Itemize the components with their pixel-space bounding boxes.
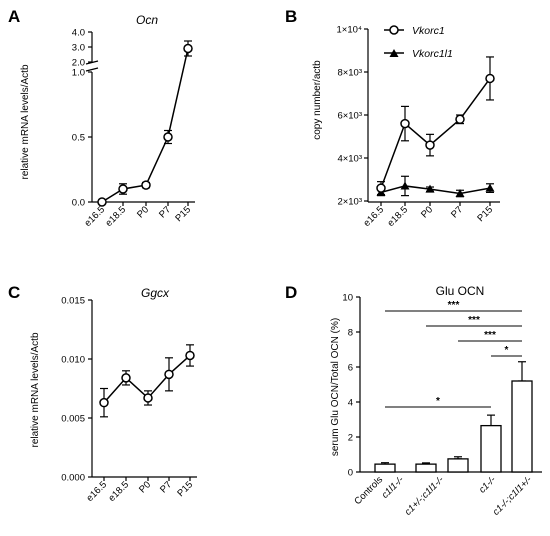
panel-b-ytick-label-1: 4×10³ xyxy=(337,154,362,165)
panel-c-xtick-label-3: P7 xyxy=(158,479,174,495)
panel-c-point-4 xyxy=(185,350,195,361)
panel-d-xtick-label-1: c1l1-/- xyxy=(380,474,406,500)
panel-d-ytick-label-0: 0 xyxy=(348,468,353,479)
panel-d-ytick-label-4: 8 xyxy=(348,328,353,339)
panel-b-vkorc1l1-point-4 xyxy=(485,183,495,192)
panel-d-chart: Glu OCN serum Glu OCN/Total OCN (%) 0 2 4 6… xyxy=(330,284,542,518)
panel-c-chart: Ggcx relative mRNA levels/Actb 0.000 0.00… xyxy=(30,286,197,504)
panel-a-ytick-label-lower-1: 0.5 xyxy=(72,133,85,144)
panel-a-ytick-label-lower-2: 1.0 xyxy=(72,68,85,79)
panel-a-xtick-label-0: e16.5 xyxy=(83,204,108,229)
panel-a-point-1 xyxy=(118,184,128,194)
legend-label-vkorc1l1: Vkorc1l1 xyxy=(412,48,453,60)
panel-a-ytick-label-upper-0: 2.0 xyxy=(72,58,85,69)
panel-c-title: Ggcx xyxy=(141,286,170,300)
panel-a-chart: Ocn relative mRNA levels/Actb 0.0 0.5 1.02… xyxy=(20,13,195,229)
panel-b-series-vkorc1l1-line xyxy=(380,185,491,195)
panel-letter-a: A xyxy=(8,7,20,26)
panel-c-point-0 xyxy=(99,397,109,408)
panel-a-xtick-label-1: e18.5 xyxy=(104,204,129,229)
panel-d-ylabel: serum Glu OCN/Total OCN (%) xyxy=(330,318,341,456)
panel-b-vkorc1-point-3 xyxy=(455,114,465,125)
panel-a-ytick-label-upper-1: 3.0 xyxy=(72,43,85,54)
panel-a-series-line xyxy=(101,48,189,203)
panel-d-sig-label-0: *** xyxy=(448,300,460,311)
panel-a-ylabel: relative mRNA levels/Actb xyxy=(20,64,31,179)
panel-b-xtick-label-4: P15 xyxy=(475,204,495,224)
panel-b-ytick-label-3: 8×10³ xyxy=(337,68,362,79)
panel-b-vkorc1-point-2 xyxy=(425,140,435,150)
panel-a-point-0 xyxy=(97,197,107,207)
panel-c-ytick-label-0: 0.000 xyxy=(61,473,85,484)
panel-b-vkorc1l1-point-1 xyxy=(400,181,410,190)
panel-b-chart: copy number/actb 2×10³ 4×10³ 6×10³ 8×10³ 1×1… xyxy=(312,25,500,229)
panel-d-ytick-label-3: 6 xyxy=(348,363,353,374)
panel-b-vkorc1l1-point-2 xyxy=(425,184,435,193)
panel-c-xtick-label-2: P0 xyxy=(137,479,153,495)
panel-d-title: Glu OCN xyxy=(436,284,485,298)
panel-d-xtick-label-4: c1-/-;c1l1+/- xyxy=(491,474,534,517)
panel-d-bar-1 xyxy=(415,463,437,473)
panel-d-bar-4 xyxy=(511,380,533,473)
panel-b-vkorc1-point-1 xyxy=(400,118,410,129)
panel-a-xtick-label-2: P0 xyxy=(135,204,151,220)
panel-a-ytick-label-lower-0: 0.0 xyxy=(72,198,85,209)
panel-d-ytick-label-1: 2 xyxy=(348,433,353,444)
panel-a-xtick-label-3: P7 xyxy=(157,204,173,220)
panel-letter-d: D xyxy=(285,283,297,302)
panel-a-title: Ocn xyxy=(136,13,158,27)
legend-marker-vkorc1l1 xyxy=(389,49,399,57)
panel-c-point-1 xyxy=(121,373,131,383)
panel-b-vkorc1l1-point-3 xyxy=(455,188,465,197)
panel-a-axis-break-2 xyxy=(85,67,99,72)
panel-d-sig-label-4: * xyxy=(436,396,440,407)
panel-c-xtick-label-4: P15 xyxy=(175,479,195,499)
panel-b-vkorc1-point-4 xyxy=(485,73,495,84)
panel-d-ytick-label-5: 10 xyxy=(342,293,353,304)
panel-a-point-3 xyxy=(163,132,173,142)
panel-c-point-3 xyxy=(164,369,174,380)
panel-b-ytick-label-2: 6×10³ xyxy=(337,111,362,122)
panel-c-xtick-label-0: e16.5 xyxy=(85,479,110,504)
panel-b-xtick-label-0: e16.5 xyxy=(362,204,387,229)
panel-d-ytick-label-2: 4 xyxy=(348,398,353,409)
panel-c-ytick-label-3: 0.015 xyxy=(61,296,85,307)
panel-a-ytick-label-upper-2: 4.0 xyxy=(72,28,85,39)
legend-marker-vkorc1 xyxy=(389,25,399,35)
legend-label-vkorc1: Vkorc1 xyxy=(412,25,445,37)
panel-b-legend: Vkorc1 Vkorc1l1 xyxy=(384,25,453,60)
panel-c-point-2 xyxy=(143,393,153,403)
panel-b-series-vkorc1-line xyxy=(380,78,491,189)
panel-d-xtick-label-2: c1+/-;c1l1-/- xyxy=(403,474,446,517)
panel-b-ylabel: copy number/actb xyxy=(312,60,323,140)
panel-d-sig-label-3: * xyxy=(505,345,509,356)
panel-c-ytick-label-1: 0.005 xyxy=(61,414,85,425)
panel-d-sig-label-1: *** xyxy=(468,315,480,326)
panel-b-ytick-label-4: 1×10⁴ xyxy=(337,25,362,36)
panel-b-xtick-label-3: P7 xyxy=(449,204,465,220)
panel-d-bar-0 xyxy=(374,463,396,473)
panel-letter-b: B xyxy=(285,7,297,26)
panel-d-bar-3 xyxy=(480,424,502,473)
panel-b-xtick-label-1: e18.5 xyxy=(386,204,411,229)
panel-c-xtick-label-1: e18.5 xyxy=(107,479,132,504)
panel-a-point-2 xyxy=(141,180,151,190)
panel-letter-c: C xyxy=(8,283,20,302)
panel-d-bar-2 xyxy=(447,458,469,473)
panel-d-xtick-label-3: c1-/- xyxy=(477,474,498,495)
panel-a-point-4 xyxy=(183,43,193,54)
panel-c-ylabel: relative mRNA levels/Actb xyxy=(30,332,41,447)
panel-c-ytick-label-2: 0.010 xyxy=(61,355,85,366)
panel-a-xtick-label-4: P15 xyxy=(173,204,193,224)
panel-b-ytick-label-0: 2×10³ xyxy=(337,197,362,208)
panel-d-sig-label-2: *** xyxy=(484,330,496,341)
panel-b-vkorc1-point-0 xyxy=(376,183,386,193)
panel-b-xtick-label-2: P0 xyxy=(419,204,435,220)
panel-d-xtick-label-0: Controls xyxy=(352,474,385,507)
